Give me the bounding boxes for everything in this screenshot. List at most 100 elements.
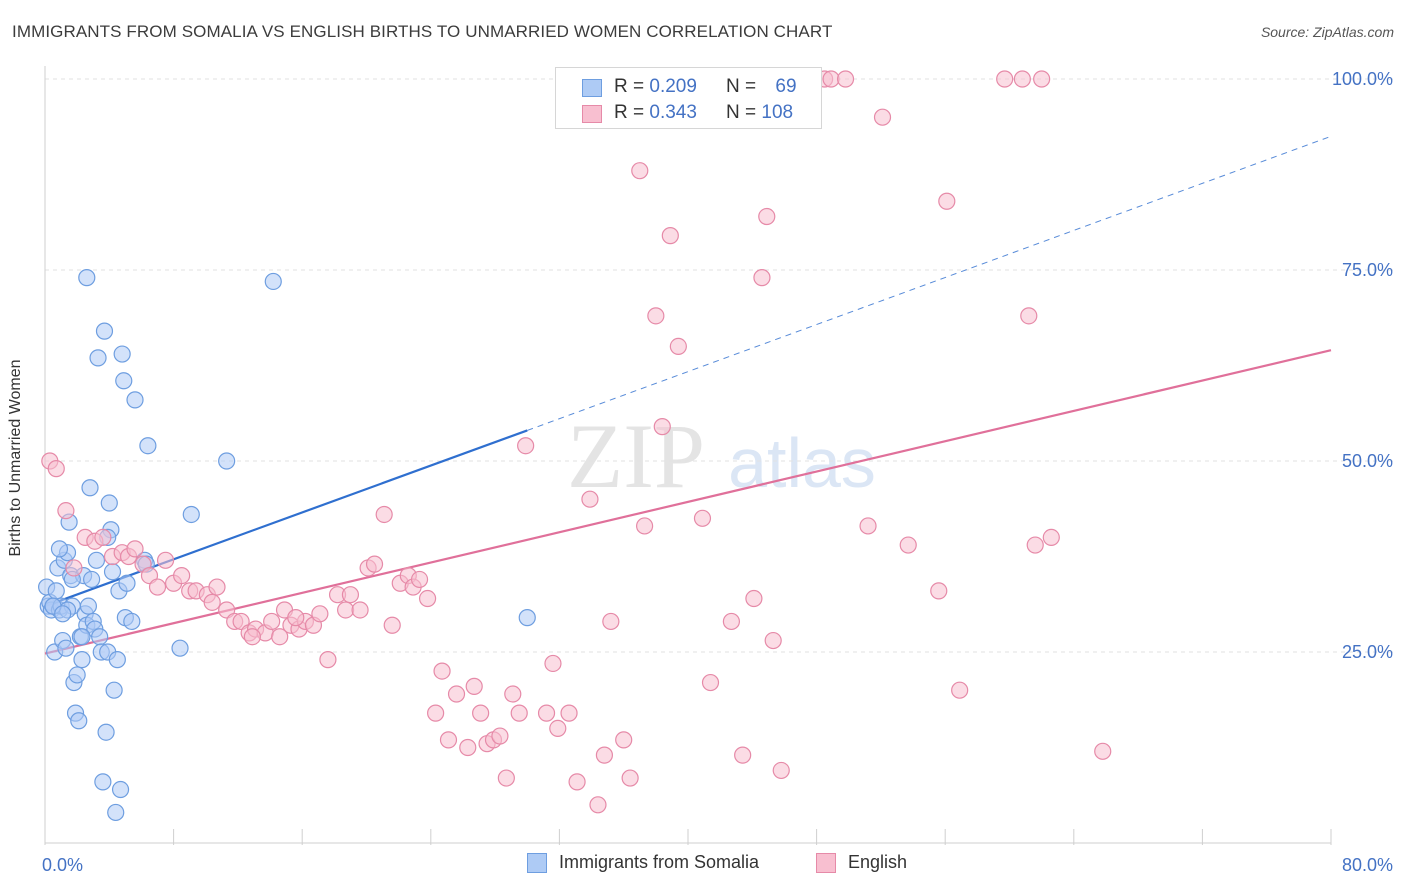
data-point — [410, 570, 429, 589]
data-point — [264, 272, 282, 291]
legend-swatch-somalia — [582, 79, 602, 97]
data-point — [497, 769, 515, 787]
data-point — [631, 162, 649, 180]
data-point — [465, 677, 483, 695]
data-point — [568, 773, 586, 791]
data-point — [73, 651, 91, 669]
data-point — [836, 70, 855, 88]
legend-r-somalia: R = 0.209 — [614, 76, 697, 98]
data-point — [50, 540, 69, 558]
n-label: N = — [726, 76, 762, 97]
data-point — [433, 662, 451, 680]
bottom-legend-label-somalia: Immigrants from Somalia — [559, 852, 760, 872]
legend-r-english: R = 0.343 — [614, 102, 697, 124]
tick-labels: 25.0% 50.0% 75.0% 100.0% 0.0% 80.0% — [42, 69, 1393, 875]
data-point — [103, 563, 122, 581]
data-point — [764, 631, 782, 650]
legend-swatch-english — [582, 105, 602, 123]
data-point — [91, 628, 109, 646]
data-point — [635, 517, 654, 535]
data-point — [701, 673, 720, 692]
data-point — [615, 731, 633, 749]
data-point — [94, 773, 112, 791]
data-point — [560, 704, 578, 722]
data-point — [79, 597, 98, 615]
r-value: 0.209 — [649, 76, 697, 97]
data-point — [57, 639, 75, 657]
data-point — [118, 574, 136, 592]
data-point — [108, 651, 126, 669]
data-point — [139, 437, 157, 455]
data-point — [70, 712, 88, 730]
r-label: R = — [614, 76, 650, 97]
data-point — [734, 746, 752, 764]
data-point — [111, 780, 130, 799]
data-point — [73, 628, 91, 646]
trend-lines — [44, 135, 1332, 655]
data-point — [171, 639, 189, 657]
data-point — [123, 612, 141, 631]
n-value: 69 — [775, 76, 797, 97]
data-point — [1026, 536, 1044, 554]
trend-line-somalia-extension — [527, 135, 1332, 431]
gridlines — [45, 78, 1393, 653]
data-point — [148, 578, 167, 596]
stats-legend: R = 0.209 N = 69 R = 0.343 N = 108 — [555, 67, 822, 129]
data-point — [105, 681, 123, 699]
data-point — [83, 570, 101, 589]
data-point — [113, 345, 131, 363]
data-point — [94, 528, 112, 547]
data-point — [126, 540, 144, 558]
data-point — [182, 505, 200, 524]
data-point — [996, 70, 1014, 88]
legend-row-english: R = 0.343 N = 108 — [556, 102, 821, 130]
data-point — [87, 551, 106, 569]
data-point — [203, 593, 221, 611]
chart-title: IMMIGRANTS FROM SOMALIA VS ENGLISH BIRTH… — [12, 22, 833, 41]
data-point — [78, 269, 96, 287]
r-value: 0.343 — [649, 102, 697, 123]
y-tick-label: 50.0% — [1342, 451, 1393, 471]
data-point — [491, 727, 509, 745]
data-point — [722, 612, 741, 631]
data-point — [1013, 70, 1031, 88]
data-point — [418, 589, 437, 608]
bottom-legend-swatch-english — [816, 853, 836, 873]
data-point — [1094, 742, 1112, 760]
data-point — [544, 654, 562, 673]
data-point — [653, 418, 671, 436]
data-point — [115, 372, 133, 390]
data-point — [661, 227, 679, 245]
data-point — [156, 551, 175, 569]
data-point — [439, 731, 458, 749]
data-point — [951, 681, 969, 699]
data-point — [81, 479, 99, 497]
x-tick-label: 0.0% — [42, 855, 83, 875]
data-point — [517, 437, 535, 455]
data-point — [758, 207, 776, 226]
series-english — [41, 70, 1112, 814]
watermark-zip: ZIP — [567, 405, 705, 507]
data-point — [518, 609, 536, 627]
bottom-legend-label-english: English — [848, 852, 908, 872]
data-point — [365, 555, 384, 573]
data-point — [669, 337, 687, 355]
data-point — [447, 685, 466, 703]
data-point — [427, 704, 445, 722]
y-tick-label: 25.0% — [1342, 642, 1393, 662]
source-label: Source: ZipAtlas.com — [1260, 24, 1394, 40]
data-point — [65, 559, 83, 577]
data-point — [97, 723, 115, 741]
data-point — [1033, 70, 1051, 88]
data-point — [459, 738, 477, 757]
data-point — [581, 490, 599, 508]
data-point — [126, 391, 144, 409]
data-point — [772, 761, 790, 780]
bottom-legend-swatch-somalia — [527, 853, 547, 873]
data-point — [218, 452, 236, 470]
data-point — [504, 685, 522, 703]
data-points — [38, 70, 1112, 822]
data-point — [100, 494, 118, 512]
data-point — [1020, 307, 1038, 325]
data-point — [745, 589, 763, 608]
